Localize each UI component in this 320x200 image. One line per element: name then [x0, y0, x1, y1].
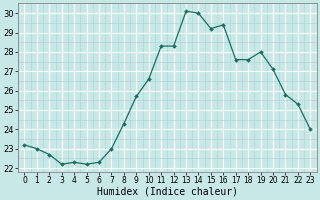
- X-axis label: Humidex (Indice chaleur): Humidex (Indice chaleur): [97, 187, 238, 197]
